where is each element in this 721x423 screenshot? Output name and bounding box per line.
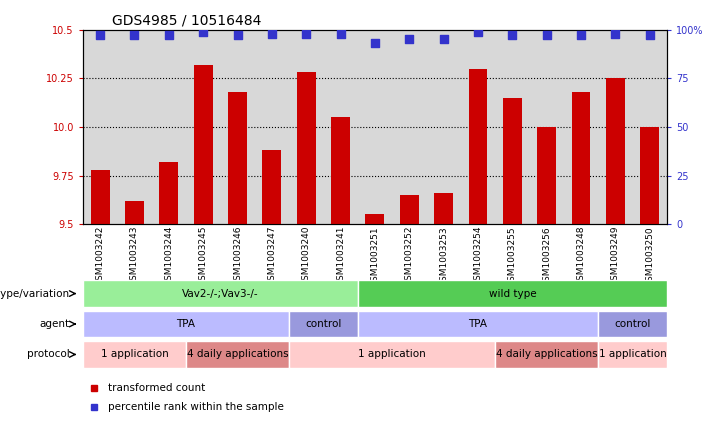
Point bbox=[472, 28, 484, 35]
Text: GSM1003242: GSM1003242 bbox=[96, 226, 105, 286]
Point bbox=[507, 32, 518, 39]
Bar bbox=[289, 311, 358, 337]
Bar bbox=[503, 98, 522, 224]
Text: GSM1003244: GSM1003244 bbox=[164, 226, 173, 286]
Point bbox=[404, 36, 415, 43]
Text: GSM1003255: GSM1003255 bbox=[508, 226, 517, 286]
Text: 1 application: 1 application bbox=[358, 349, 426, 360]
Text: 4 daily applications: 4 daily applications bbox=[496, 349, 598, 360]
Bar bbox=[598, 341, 667, 368]
Bar bbox=[159, 162, 178, 224]
Text: GSM1003241: GSM1003241 bbox=[336, 226, 345, 286]
Bar bbox=[495, 341, 598, 368]
Bar bbox=[331, 117, 350, 224]
Bar bbox=[125, 201, 144, 224]
Text: Vav2-/-;Vav3-/-: Vav2-/-;Vav3-/- bbox=[182, 288, 259, 299]
Text: 4 daily applications: 4 daily applications bbox=[187, 349, 288, 360]
Point bbox=[610, 30, 622, 37]
Text: GSM1003252: GSM1003252 bbox=[404, 226, 414, 286]
Text: GSM1003243: GSM1003243 bbox=[130, 226, 139, 286]
Text: GSM1003246: GSM1003246 bbox=[233, 226, 242, 286]
Bar bbox=[598, 311, 667, 337]
Text: TPA: TPA bbox=[177, 319, 195, 329]
Bar bbox=[572, 92, 590, 224]
Bar bbox=[358, 311, 598, 337]
Text: GSM1003251: GSM1003251 bbox=[371, 226, 379, 286]
Bar bbox=[358, 280, 667, 307]
Bar bbox=[262, 150, 281, 224]
Bar bbox=[400, 195, 419, 224]
Point bbox=[94, 32, 106, 39]
Point bbox=[541, 32, 552, 39]
Text: GSM1003240: GSM1003240 bbox=[301, 226, 311, 286]
Text: GSM1003249: GSM1003249 bbox=[611, 226, 620, 286]
Text: GSM1003247: GSM1003247 bbox=[267, 226, 276, 286]
Bar bbox=[83, 280, 358, 307]
Text: control: control bbox=[305, 319, 342, 329]
Text: GSM1003245: GSM1003245 bbox=[199, 226, 208, 286]
Bar bbox=[640, 127, 659, 224]
Point bbox=[369, 40, 381, 47]
Bar bbox=[83, 341, 186, 368]
Point bbox=[301, 30, 312, 37]
Text: protocol: protocol bbox=[27, 349, 70, 360]
Bar bbox=[434, 193, 453, 224]
Point bbox=[231, 32, 243, 39]
Text: agent: agent bbox=[40, 319, 70, 329]
Point bbox=[438, 36, 449, 43]
Bar bbox=[366, 214, 384, 224]
Bar bbox=[606, 78, 625, 224]
Bar bbox=[297, 72, 316, 224]
Bar bbox=[186, 341, 289, 368]
Text: transformed count: transformed count bbox=[108, 383, 205, 393]
Text: 1 application: 1 application bbox=[100, 349, 168, 360]
Text: GSM1003256: GSM1003256 bbox=[542, 226, 551, 286]
Text: genotype/variation: genotype/variation bbox=[0, 288, 70, 299]
Text: control: control bbox=[614, 319, 651, 329]
Text: TPA: TPA bbox=[469, 319, 487, 329]
Bar bbox=[91, 170, 110, 224]
Bar bbox=[83, 311, 289, 337]
Text: GSM1003253: GSM1003253 bbox=[439, 226, 448, 286]
Bar bbox=[469, 69, 487, 224]
Text: GSM1003254: GSM1003254 bbox=[474, 226, 482, 286]
Text: GDS4985 / 10516484: GDS4985 / 10516484 bbox=[112, 14, 261, 27]
Point bbox=[163, 32, 174, 39]
Text: wild type: wild type bbox=[489, 288, 536, 299]
Bar bbox=[194, 65, 213, 224]
Point bbox=[198, 28, 209, 35]
Point bbox=[335, 30, 346, 37]
Text: 1 application: 1 application bbox=[598, 349, 666, 360]
Point bbox=[575, 32, 587, 39]
Text: GSM1003250: GSM1003250 bbox=[645, 226, 654, 286]
Text: percentile rank within the sample: percentile rank within the sample bbox=[108, 402, 284, 412]
Point bbox=[128, 32, 140, 39]
Text: GSM1003248: GSM1003248 bbox=[577, 226, 585, 286]
Bar bbox=[537, 127, 556, 224]
Bar bbox=[228, 92, 247, 224]
Point bbox=[644, 32, 655, 39]
Point bbox=[266, 30, 278, 37]
Bar bbox=[289, 341, 495, 368]
